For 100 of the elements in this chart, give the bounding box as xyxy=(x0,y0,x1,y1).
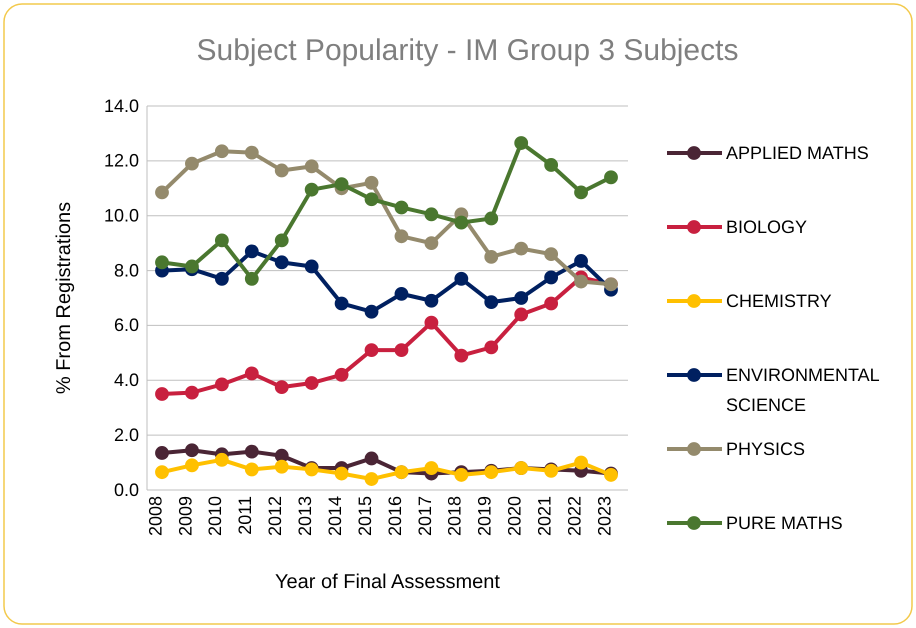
point xyxy=(454,272,468,286)
y-tick-label: 4.0 xyxy=(114,370,139,390)
x-tick-label: 2009 xyxy=(175,496,196,536)
point xyxy=(394,200,408,214)
y-axis-title: % From Registrations xyxy=(53,202,75,394)
point xyxy=(574,254,588,268)
point xyxy=(214,272,229,286)
point xyxy=(574,456,588,470)
x-tick-label: 2010 xyxy=(205,496,226,536)
point xyxy=(544,247,558,262)
point xyxy=(544,158,558,172)
point xyxy=(424,316,438,330)
point xyxy=(304,376,319,390)
point xyxy=(214,234,229,248)
point xyxy=(394,343,408,358)
point xyxy=(244,272,259,286)
legend-label: BIOLOGY xyxy=(726,217,808,237)
point xyxy=(574,274,588,288)
x-tick-label: 2014 xyxy=(324,496,345,536)
legend-label: PURE MATHS xyxy=(726,513,843,533)
point xyxy=(484,250,498,264)
point xyxy=(424,207,438,222)
x-tick-label: 2020 xyxy=(504,496,525,536)
point xyxy=(244,366,259,380)
y-tick-label: 8.0 xyxy=(114,260,139,280)
point xyxy=(514,308,528,322)
x-axis-title: Year of Final Assessment xyxy=(275,571,500,593)
point xyxy=(424,294,438,308)
point xyxy=(484,340,498,354)
y-tick-label: 10.0 xyxy=(104,205,139,226)
point xyxy=(604,170,618,184)
point xyxy=(424,236,438,250)
y-tick-label: 6.0 xyxy=(114,315,139,336)
point xyxy=(424,461,438,475)
point xyxy=(394,286,408,301)
point xyxy=(244,462,259,476)
point xyxy=(304,159,319,174)
x-tick-label: 2022 xyxy=(564,496,584,536)
point xyxy=(304,182,319,197)
x-tick-label: 2015 xyxy=(354,496,375,536)
point xyxy=(155,387,169,401)
x-tick-label: 2011 xyxy=(235,496,256,535)
point xyxy=(364,176,378,190)
point xyxy=(544,270,558,284)
point xyxy=(214,378,229,392)
y-tick-label: 14.0 xyxy=(104,96,139,116)
point xyxy=(155,255,169,270)
point xyxy=(274,460,289,474)
point xyxy=(364,192,378,206)
point xyxy=(185,458,199,472)
x-tick-label: 2013 xyxy=(295,496,316,536)
point xyxy=(244,146,259,160)
point xyxy=(185,156,199,170)
point xyxy=(454,468,468,482)
point xyxy=(364,452,378,466)
point xyxy=(155,186,169,200)
point xyxy=(274,164,289,178)
point xyxy=(155,446,169,460)
point xyxy=(185,260,199,274)
point xyxy=(484,212,498,226)
point xyxy=(364,304,378,319)
legend-label: APPLIED MATHS xyxy=(726,143,869,163)
y-tick-label: 12.0 xyxy=(104,150,139,171)
x-tick-label: 2008 xyxy=(145,496,166,536)
y-tick-label: 0.0 xyxy=(114,480,139,500)
point xyxy=(244,244,259,258)
x-tick-label: 2017 xyxy=(414,496,435,536)
point xyxy=(364,472,378,486)
point xyxy=(244,444,259,458)
legend-label: CHEMISTRY xyxy=(726,291,832,311)
point xyxy=(214,452,229,467)
x-tick-label: 2021 xyxy=(534,496,554,536)
x-tick-label: 2016 xyxy=(384,496,405,536)
point xyxy=(514,136,528,150)
point xyxy=(394,229,408,244)
point xyxy=(155,465,169,480)
x-tick-label: 2012 xyxy=(265,496,286,536)
point xyxy=(334,466,349,480)
point xyxy=(214,144,229,158)
point xyxy=(334,296,349,310)
point xyxy=(454,216,468,230)
x-tick-label: 2019 xyxy=(474,496,495,536)
point xyxy=(544,296,558,310)
point xyxy=(334,368,349,382)
chart-title: Subject Popularity - IM Group 3 Subjects xyxy=(196,34,738,67)
point xyxy=(454,348,468,362)
point xyxy=(514,242,528,256)
x-tick-label: 2023 xyxy=(594,496,614,536)
legend-label: ENVIRONMENTAL SCIENCE xyxy=(726,365,880,415)
point xyxy=(334,177,349,192)
x-tick-label: 2018 xyxy=(444,496,465,536)
point xyxy=(574,186,588,200)
point xyxy=(364,343,378,358)
point xyxy=(484,295,498,310)
point xyxy=(304,260,319,274)
legend-label: PHYSICS xyxy=(726,439,806,459)
point xyxy=(514,291,528,305)
point xyxy=(185,443,199,458)
point xyxy=(274,234,289,248)
point xyxy=(274,255,289,270)
